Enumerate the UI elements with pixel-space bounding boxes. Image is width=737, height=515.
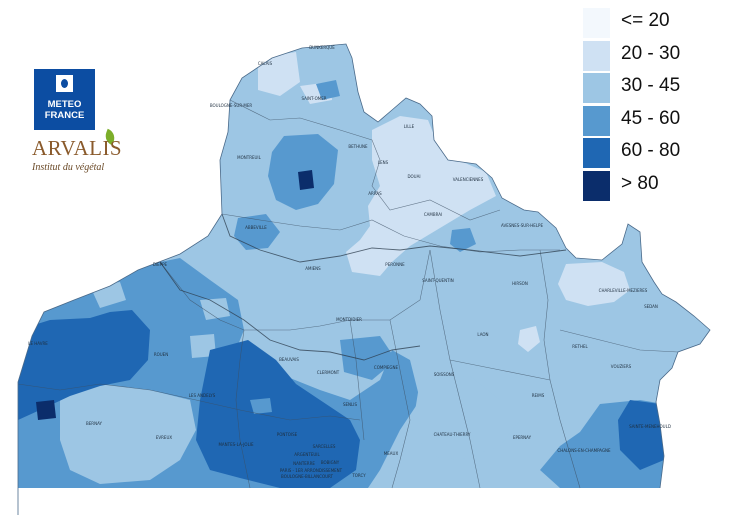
city-label: ARGENTEUIL xyxy=(294,452,320,457)
legend-label: 30 - 45 xyxy=(621,75,681,96)
city-label: SARCELLES xyxy=(313,444,336,449)
city-label: MONTDIDIER xyxy=(336,317,362,322)
city-label: SAINT-OMER xyxy=(301,96,326,101)
city-label: RETHEL xyxy=(572,344,588,349)
city-label: MONTREUIL xyxy=(237,155,261,160)
city-label: CAMBRAI xyxy=(424,212,442,217)
arvalis-name: ARVALIS xyxy=(32,136,123,160)
meteo-france-emblem-icon xyxy=(56,75,73,92)
city-label: VOUZIERS xyxy=(611,364,632,369)
city-label: CALAIS xyxy=(258,61,273,66)
zone-45-60-abbeville xyxy=(234,214,280,250)
city-label: SEDAN xyxy=(644,304,658,309)
city-label: SAINTE-MENEHOULD xyxy=(629,424,671,429)
zone-60-80-sainte-menehould xyxy=(618,400,664,470)
zone-20-30-charleville xyxy=(558,262,630,306)
city-label: DUNKERQUE xyxy=(309,45,335,50)
city-label: PERONNE xyxy=(385,262,405,267)
legend-swatch xyxy=(583,170,610,201)
region-outline xyxy=(17,43,711,515)
city-label: ARRAS xyxy=(368,191,382,196)
legend-swatch xyxy=(583,105,610,136)
arvalis-tagline: Institut du végétal xyxy=(32,162,105,173)
zone-30-45-chateau-thierry xyxy=(412,376,520,460)
city-label: PONTOISE xyxy=(277,432,298,437)
city-label: EPERNAY xyxy=(513,435,532,440)
city-label: TORCY xyxy=(351,473,366,478)
zone-gt80-coast xyxy=(36,400,56,420)
city-label: COMPIEGNE xyxy=(374,365,399,370)
legend-row: 60 - 80 xyxy=(583,138,733,171)
city-label: ROUEN xyxy=(154,352,168,357)
city-label: HIRSON xyxy=(512,281,528,286)
meteo-france-logo: METEO FRANCE xyxy=(34,69,95,130)
legend-label: <= 20 xyxy=(621,10,670,31)
city-label: DIEPPE xyxy=(153,262,168,267)
city-label: PARIS - 1ER ARRONDISSEMENT xyxy=(280,468,343,473)
legend-label: 45 - 60 xyxy=(621,107,681,129)
zone-gt80-montreuil xyxy=(298,170,314,190)
zone-30-45-inland-b xyxy=(190,334,216,358)
city-label: MEAUX xyxy=(384,451,399,456)
zone-60-80-le-havre xyxy=(18,310,150,420)
department-borders xyxy=(17,99,679,489)
legend-row: <= 20 xyxy=(583,8,733,41)
legend-row: 30 - 45 xyxy=(583,73,733,106)
city-label: LILLE xyxy=(404,124,415,129)
zone-45-60-saint-omer xyxy=(316,80,340,100)
city-label: CHALONS-EN-CHAMPAGNE xyxy=(557,448,611,453)
city-label: ABBEVILLE xyxy=(245,225,267,230)
city-label: BOULOGNE-SUR-MER xyxy=(210,103,253,108)
city-label: LENS xyxy=(378,160,389,165)
city-label: SENLIS xyxy=(343,402,357,407)
legend: <= 20 20 - 30 30 - 45 45 - 60 60 - 80 > 80 xyxy=(583,8,733,203)
legend-row: 45 - 60 xyxy=(583,105,733,139)
city-label: REIMS xyxy=(532,393,545,398)
city-label: BOULOGNE-BILLANCOURT xyxy=(281,474,333,479)
zone-20-30-laon xyxy=(518,326,540,352)
legend-swatch xyxy=(583,40,610,71)
legend-label: > 80 xyxy=(621,172,659,194)
city-labels: DUNKERQUE CALAIS SAINT-OMER BOULOGNE-SUR-ME… xyxy=(28,45,671,479)
city-label: SAINT-QUENTIN xyxy=(422,278,453,283)
city-label: CHATEAU-THIERRY xyxy=(434,432,471,437)
zone-45-60-cambrai xyxy=(450,228,476,252)
legend-swatch xyxy=(583,73,610,103)
city-label: MANTES-LA-JOLIE xyxy=(218,442,254,447)
zone-30-45-inland-a xyxy=(200,298,230,320)
city-label: LAON xyxy=(477,332,488,337)
city-label: BEAUVAIS xyxy=(279,357,299,362)
city-label: BERNAY xyxy=(86,421,102,426)
legend-swatch xyxy=(583,8,610,38)
city-label: DOUAI xyxy=(407,174,420,179)
region-borders xyxy=(159,213,567,361)
city-label: LES ANDELYS xyxy=(189,393,216,398)
meteo-france-line2: FRANCE xyxy=(44,110,85,121)
zone-20-30-calais xyxy=(258,52,300,96)
legend-swatch xyxy=(583,138,610,168)
city-label: AMIENS xyxy=(305,266,321,271)
city-label: CHARLEVILLE-MEZIERES xyxy=(599,288,648,293)
zone-30-45-evreux xyxy=(60,384,196,484)
city-label: NANTERRE xyxy=(293,461,315,466)
legend-row: 20 - 30 xyxy=(583,40,733,74)
legend-label: 60 - 80 xyxy=(621,140,681,161)
meteo-france-line1: METEO xyxy=(47,99,82,110)
legend-row: > 80 xyxy=(583,170,733,204)
city-label: BOBIGNY xyxy=(321,460,340,465)
city-label: BETHUNE xyxy=(348,144,368,149)
city-label: VALENCIENNES xyxy=(453,177,484,182)
zone-60-80-paris xyxy=(196,340,360,488)
zone-20-30-lille-arras xyxy=(346,116,496,276)
city-label: AVESNES-SUR-HELPE xyxy=(501,223,543,228)
city-label: LE HAVRE xyxy=(28,341,48,346)
city-label: CLERMONT xyxy=(317,370,340,375)
legend-label: 20 - 30 xyxy=(621,42,681,64)
city-label: EVREUX xyxy=(156,435,172,440)
city-label: SOISSONS xyxy=(434,372,455,377)
